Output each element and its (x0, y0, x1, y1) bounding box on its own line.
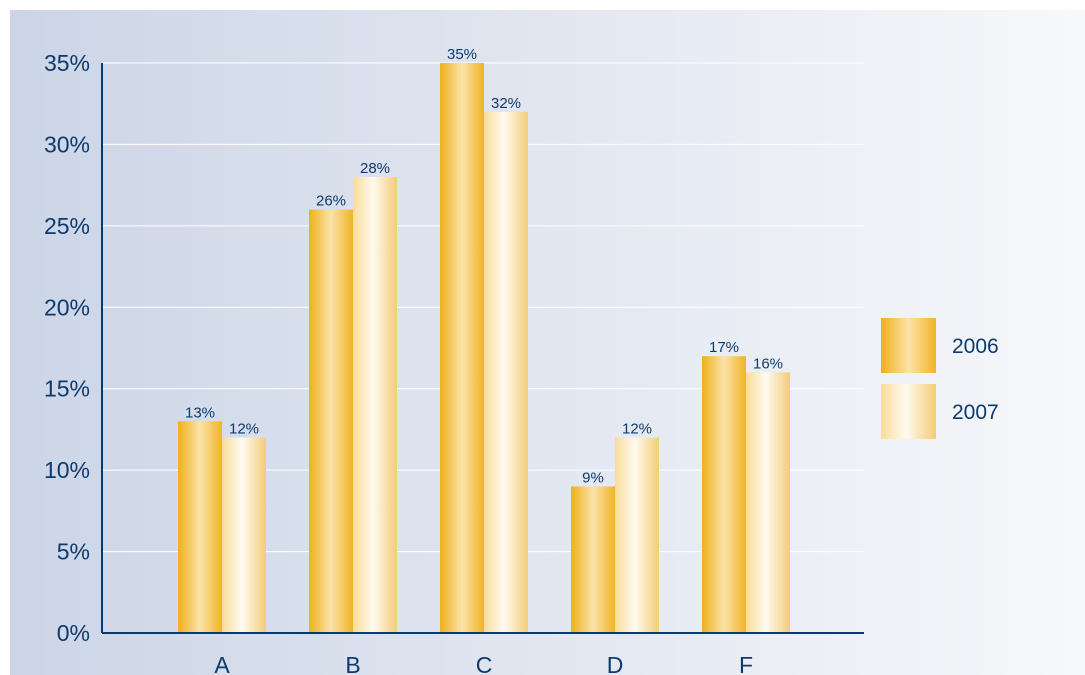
data-label: 32% (491, 95, 521, 112)
legend-label: 2007 (952, 401, 999, 424)
data-label: 12% (622, 421, 652, 438)
bar-2006-C (440, 63, 484, 633)
data-label: 26% (316, 193, 346, 210)
data-label: 35% (447, 46, 477, 63)
x-category-label: A (214, 652, 230, 675)
data-label: 28% (360, 160, 390, 177)
legend-swatch-2006 (881, 318, 936, 373)
bar-2007-B (353, 177, 397, 633)
bar-2006-B (309, 209, 353, 634)
data-label: 17% (709, 339, 739, 356)
y-tick-label: 30% (44, 131, 90, 157)
y-tick-label: 20% (44, 294, 90, 320)
x-category-label: C (476, 652, 493, 675)
bar-2006-F (702, 356, 746, 633)
x-category-label: D (607, 652, 624, 675)
x-category-label: B (345, 652, 360, 675)
data-label: 16% (753, 355, 783, 372)
chart-container: 0% 5% 10% 15% 20% 25% 30% 35% 13% 12% A 26% 28% B 35% 3… (10, 10, 1085, 675)
bar-2006-D (571, 486, 615, 633)
data-label: 12% (229, 421, 259, 438)
y-tick-label: 25% (44, 213, 90, 239)
bar-2007-F (746, 372, 790, 633)
legend: 2006 2007 (881, 318, 999, 439)
x-category-label: F (739, 652, 753, 675)
data-label: 13% (185, 404, 215, 421)
data-label: 9% (582, 469, 604, 486)
y-tick-label: 10% (44, 457, 90, 483)
y-tick-label: 15% (44, 376, 90, 402)
y-tick-label: 5% (57, 539, 90, 565)
y-tick-label: 35% (44, 50, 90, 76)
legend-swatch-2007 (881, 384, 936, 439)
axes (101, 63, 864, 634)
bar-2007-A (222, 437, 266, 633)
bar-2007-D (615, 437, 659, 633)
bars (178, 63, 790, 634)
y-tick-label: 0% (57, 620, 90, 646)
bar-2006-A (178, 421, 222, 633)
labels: 0% 5% 10% 15% 20% 25% 30% 35% 13% 12% A 26% 28% B 35% 3… (44, 46, 783, 675)
bar-chart: 0% 5% 10% 15% 20% 25% 30% 35% 13% 12% A 26% 28% B 35% 3… (10, 10, 1085, 675)
legend-label: 2006 (952, 335, 999, 358)
bar-2007-C (484, 111, 528, 634)
